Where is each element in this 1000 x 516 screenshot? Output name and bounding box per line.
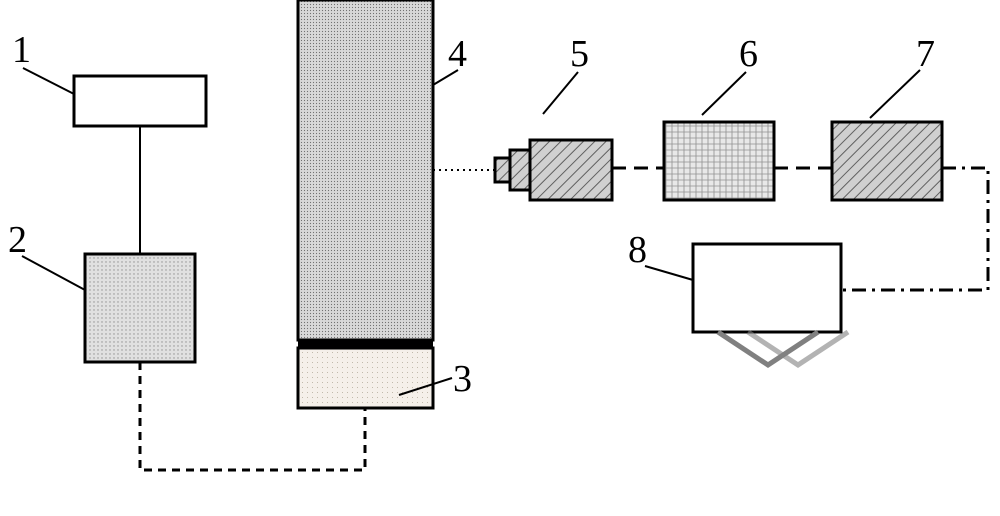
block-4 [298, 0, 433, 340]
label-line-5 [543, 72, 578, 114]
camera-body [530, 140, 612, 200]
label-4: 4 [448, 32, 467, 76]
label-2: 2 [8, 218, 27, 262]
label-7: 7 [916, 32, 935, 76]
label-line-8 [645, 266, 693, 280]
label-5: 5 [570, 32, 589, 76]
camera-lens-inner [510, 150, 530, 190]
block-3 [298, 348, 433, 408]
label-line-7 [870, 70, 920, 118]
monitor-body [693, 244, 841, 332]
block-2 [85, 254, 195, 362]
label-6: 6 [739, 32, 758, 76]
label-line-6 [702, 72, 746, 115]
label-8: 8 [628, 228, 647, 272]
block-7 [832, 122, 942, 200]
diagram-canvas [0, 0, 1000, 516]
label-3: 3 [453, 357, 472, 401]
label-1: 1 [12, 28, 31, 72]
block-1 [74, 76, 206, 126]
block-6 [664, 122, 774, 200]
camera-lens-outer [495, 158, 510, 182]
label-line-2 [22, 256, 85, 290]
